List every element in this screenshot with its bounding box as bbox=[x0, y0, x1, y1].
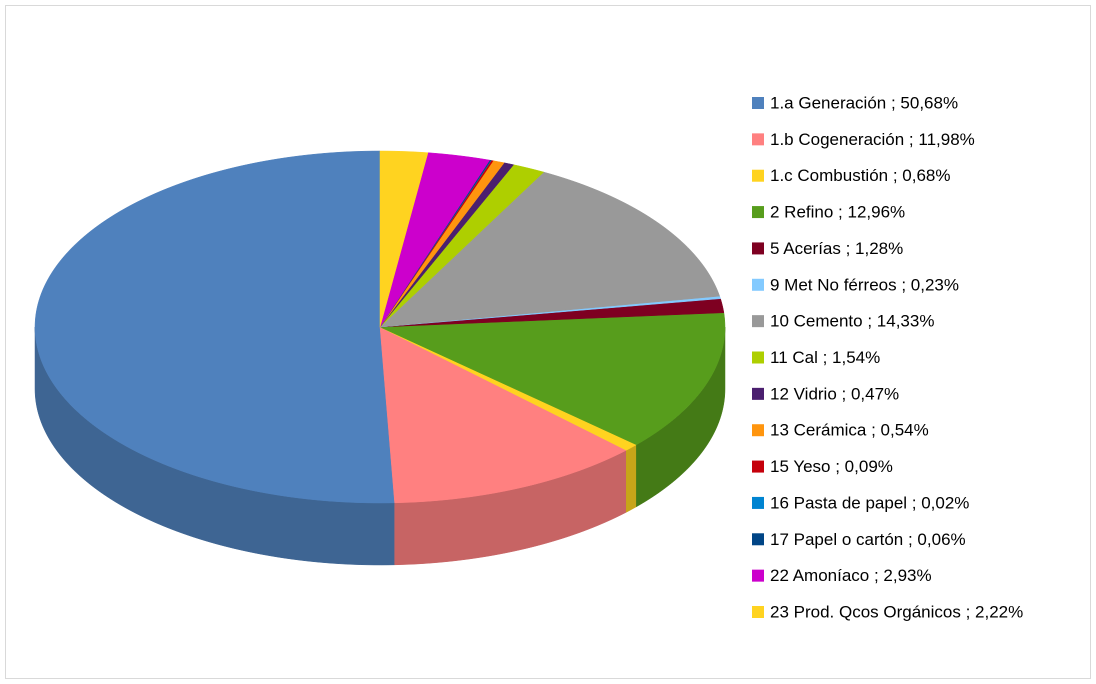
legend-swatch bbox=[752, 496, 764, 509]
slice bbox=[34, 150, 395, 504]
legend-label: 9 Met No férreos ; 0,23% bbox=[770, 275, 959, 294]
legend-label: 1.b Cogeneración ; 11,98% bbox=[770, 130, 975, 149]
slice bbox=[379, 152, 491, 328]
slice bbox=[379, 326, 627, 504]
legend-label: 1.a Generación ; 50,68% bbox=[770, 93, 958, 112]
legend-swatch bbox=[752, 569, 764, 582]
legend-label: 15 Yeso ; 0,09% bbox=[770, 457, 893, 476]
legend-label: 5 Acerías ; 1,28% bbox=[770, 239, 903, 258]
legend-label: 22 Amoníaco ; 2,93% bbox=[770, 566, 932, 585]
legend-label: 2 Refino ; 12,96% bbox=[770, 203, 905, 222]
slice bbox=[379, 150, 429, 328]
legend-label: 17 Papel o cartón ; 0,06% bbox=[770, 530, 966, 549]
legend-swatch bbox=[752, 424, 764, 437]
slice-side bbox=[626, 444, 637, 513]
slice bbox=[379, 312, 726, 446]
legend-label: 13 Cerámica ; 0,54% bbox=[770, 421, 929, 440]
legend-swatch bbox=[752, 278, 764, 291]
legend-label: 11 Cal ; 1,54% bbox=[770, 348, 880, 367]
legend-label: 23 Prod. Qcos Orgánicos ; 2,22% bbox=[770, 602, 1023, 621]
legend-swatch bbox=[752, 97, 764, 109]
legend-label: 12 Vidrio ; 0,47% bbox=[770, 384, 899, 403]
legend-swatch bbox=[752, 387, 764, 400]
legend-label: 16 Pasta de papel ; 0,02% bbox=[770, 493, 969, 512]
legend-swatch bbox=[752, 460, 764, 473]
legend-swatch bbox=[752, 169, 764, 182]
slice bbox=[379, 171, 721, 328]
legend-swatch bbox=[752, 242, 764, 255]
legend-swatch bbox=[752, 315, 764, 328]
legend-swatch bbox=[752, 606, 764, 618]
legend-swatch bbox=[752, 351, 764, 364]
legend-label: 10 Cemento ; 14,33% bbox=[770, 312, 934, 331]
slice bbox=[379, 164, 545, 328]
legend-swatch bbox=[752, 133, 764, 146]
legend-swatch bbox=[752, 533, 764, 546]
legend-swatch bbox=[752, 206, 764, 219]
legend-label: 1.c Combustión ; 0,68% bbox=[770, 166, 950, 185]
